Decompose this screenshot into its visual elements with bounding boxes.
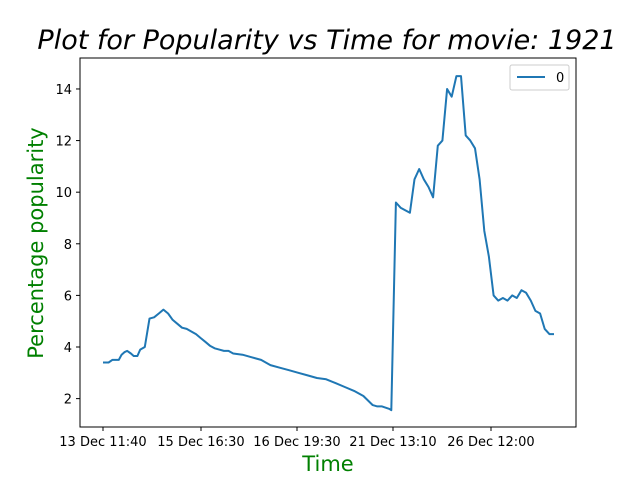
legend-label-0: 0 xyxy=(556,71,564,86)
x-tick-label: 21 Dec 13:10 xyxy=(349,435,436,450)
x-tick-label: 16 Dec 19:30 xyxy=(253,435,340,450)
y-tick-label: 10 xyxy=(55,186,72,201)
x-axis-label: Time xyxy=(301,452,353,476)
legend: 0 xyxy=(509,64,570,91)
y-axis: 2 4 6 8 10 12 14 xyxy=(55,83,80,408)
x-tick-label: 13 Dec 11:40 xyxy=(59,435,146,450)
x-tick-label: 26 Dec 12:00 xyxy=(447,435,534,450)
y-tick-label: 2 xyxy=(64,393,72,408)
y-tick-label: 4 xyxy=(64,341,72,356)
y-tick-label: 6 xyxy=(64,289,72,304)
x-tick-label: 15 Dec 16:30 xyxy=(157,435,244,450)
chart-title: Plot for Popularity vs Time for movie: 1… xyxy=(37,25,616,56)
y-axis-label: Percentage popularity xyxy=(24,127,48,358)
y-tick-label: 14 xyxy=(55,83,72,98)
series-line-0 xyxy=(103,75,554,412)
plot-area xyxy=(79,57,577,428)
plot-frame xyxy=(79,57,577,428)
y-tick-label: 12 xyxy=(55,135,72,150)
x-axis: 13 Dec 11:40 15 Dec 16:30 16 Dec 19:30 21 D… xyxy=(59,427,535,450)
y-tick-label: 8 xyxy=(64,238,72,253)
plot-background xyxy=(80,58,576,427)
